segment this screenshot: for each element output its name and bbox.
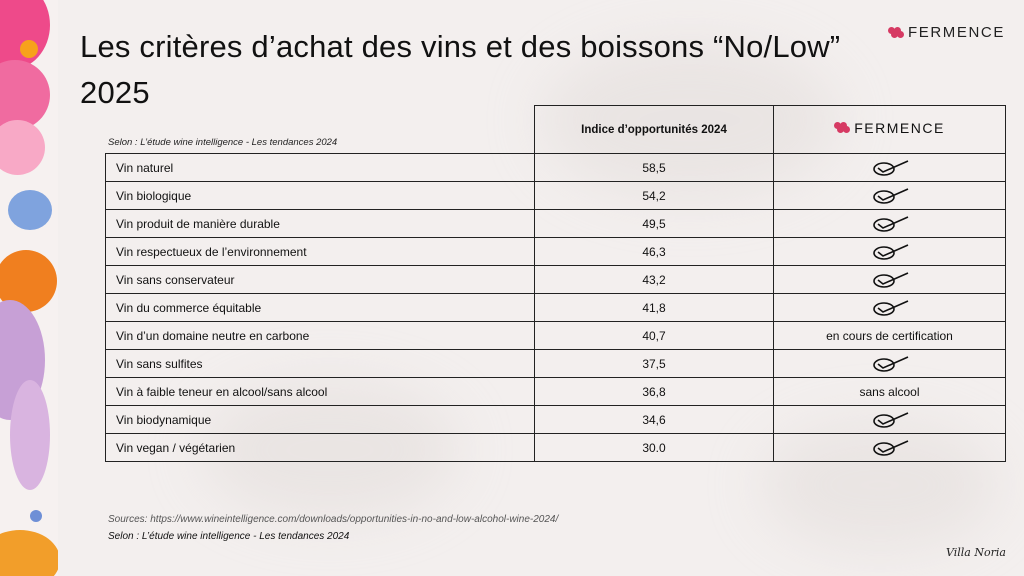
criterion-label: Vin biologique (105, 181, 535, 210)
brand-name: FERMENCE (854, 120, 945, 136)
check-cell (773, 433, 1006, 462)
floral-side-decoration (0, 0, 58, 576)
check-cell (773, 209, 1006, 238)
criterion-label: Vin à faible teneur en alcool/sans alcoo… (105, 377, 535, 406)
opportunity-value: 41,8 (534, 293, 774, 322)
table-header-row: Indice d’opportunités 2024 FERMENCE (105, 105, 1006, 154)
table-row: Vin à faible teneur en alcool/sans alcoo… (105, 377, 1006, 406)
table-row: Vin biologique 54,2 (105, 181, 1006, 210)
check-mark-icon (872, 439, 908, 456)
opportunity-value: 43,2 (534, 265, 774, 294)
check-cell (773, 405, 1006, 434)
flower-icon (834, 122, 851, 134)
criterion-label: Vin naturel (105, 153, 535, 182)
criterion-label: Vin d’un domaine neutre en carbone (105, 321, 535, 350)
check-mark-icon (872, 299, 908, 316)
flower-icon (888, 26, 904, 39)
opportunity-value: 49,5 (534, 209, 774, 238)
table-row: Vin produit de manière durable 49,5 (105, 209, 1006, 238)
header-brand: FERMENCE (773, 105, 1006, 154)
table-row: Vin du commerce équitable 41,8 (105, 293, 1006, 322)
check-mark-icon (872, 271, 908, 288)
criterion-label: Vin vegan / végétarien (105, 433, 535, 462)
opportunity-value: 40,7 (534, 321, 774, 350)
check-mark-icon (872, 187, 908, 204)
opportunity-value: 36,8 (534, 377, 774, 406)
check-cell (773, 349, 1006, 378)
table-row: Vin sans conservateur 43,2 (105, 265, 1006, 294)
opportunity-value: 30.0 (534, 433, 774, 462)
table-row: Vin vegan / végétarien 30.0 (105, 433, 1006, 462)
sources-text: Sources: https://www.wineintelligence.co… (108, 514, 559, 525)
check-cell (773, 237, 1006, 266)
criterion-label: Vin biodynamique (105, 405, 535, 434)
check-cell (773, 181, 1006, 210)
check-cell (773, 265, 1006, 294)
opportunity-value: 54,2 (534, 181, 774, 210)
opportunity-value: 58,5 (534, 153, 774, 182)
opportunity-value: 34,6 (534, 405, 774, 434)
brand-name: FERMENCE (908, 24, 1005, 41)
header-empty-cell (105, 105, 535, 154)
opportunity-value: 37,5 (534, 349, 774, 378)
criterion-label: Vin produit de manière durable (105, 209, 535, 238)
criterion-label: Vin du commerce équitable (105, 293, 535, 322)
criterion-label: Vin sans conservateur (105, 265, 535, 294)
signature: Villa Noria (946, 546, 1006, 559)
check-mark-icon (872, 243, 908, 260)
table-row: Vin naturel 58,5 (105, 153, 1006, 182)
opportunity-value: 46,3 (534, 237, 774, 266)
check-mark-icon (872, 159, 908, 176)
check-cell (773, 153, 1006, 182)
brand-logo: FERMENCE (888, 24, 1005, 41)
table-row: Vin d’un domaine neutre en carbone 40,7 en… (105, 321, 1006, 350)
criteria-table: Indice d’opportunités 2024 FERMENCE Vin … (105, 105, 1006, 462)
criterion-label: Vin respectueux de l’environnement (105, 237, 535, 266)
check-mark-icon (872, 355, 908, 372)
check-mark-icon (872, 215, 908, 232)
check-cell (773, 293, 1006, 322)
criterion-label: Vin sans sulfites (105, 349, 535, 378)
status-text: en cours de certification (773, 321, 1006, 350)
sources-study-text: Selon : L’étude wine intelligence - Les … (108, 531, 350, 542)
page-title: Les critères d’achat des vins et des boi… (80, 29, 841, 110)
header-opportunity-index: Indice d’opportunités 2024 (534, 105, 774, 154)
table-row: Vin biodynamique 34,6 (105, 405, 1006, 434)
status-text: sans alcool (773, 377, 1006, 406)
check-mark-icon (872, 411, 908, 428)
table-row: Vin respectueux de l’environnement 46,3 (105, 237, 1006, 266)
table-row: Vin sans sulfites 37,5 (105, 349, 1006, 378)
